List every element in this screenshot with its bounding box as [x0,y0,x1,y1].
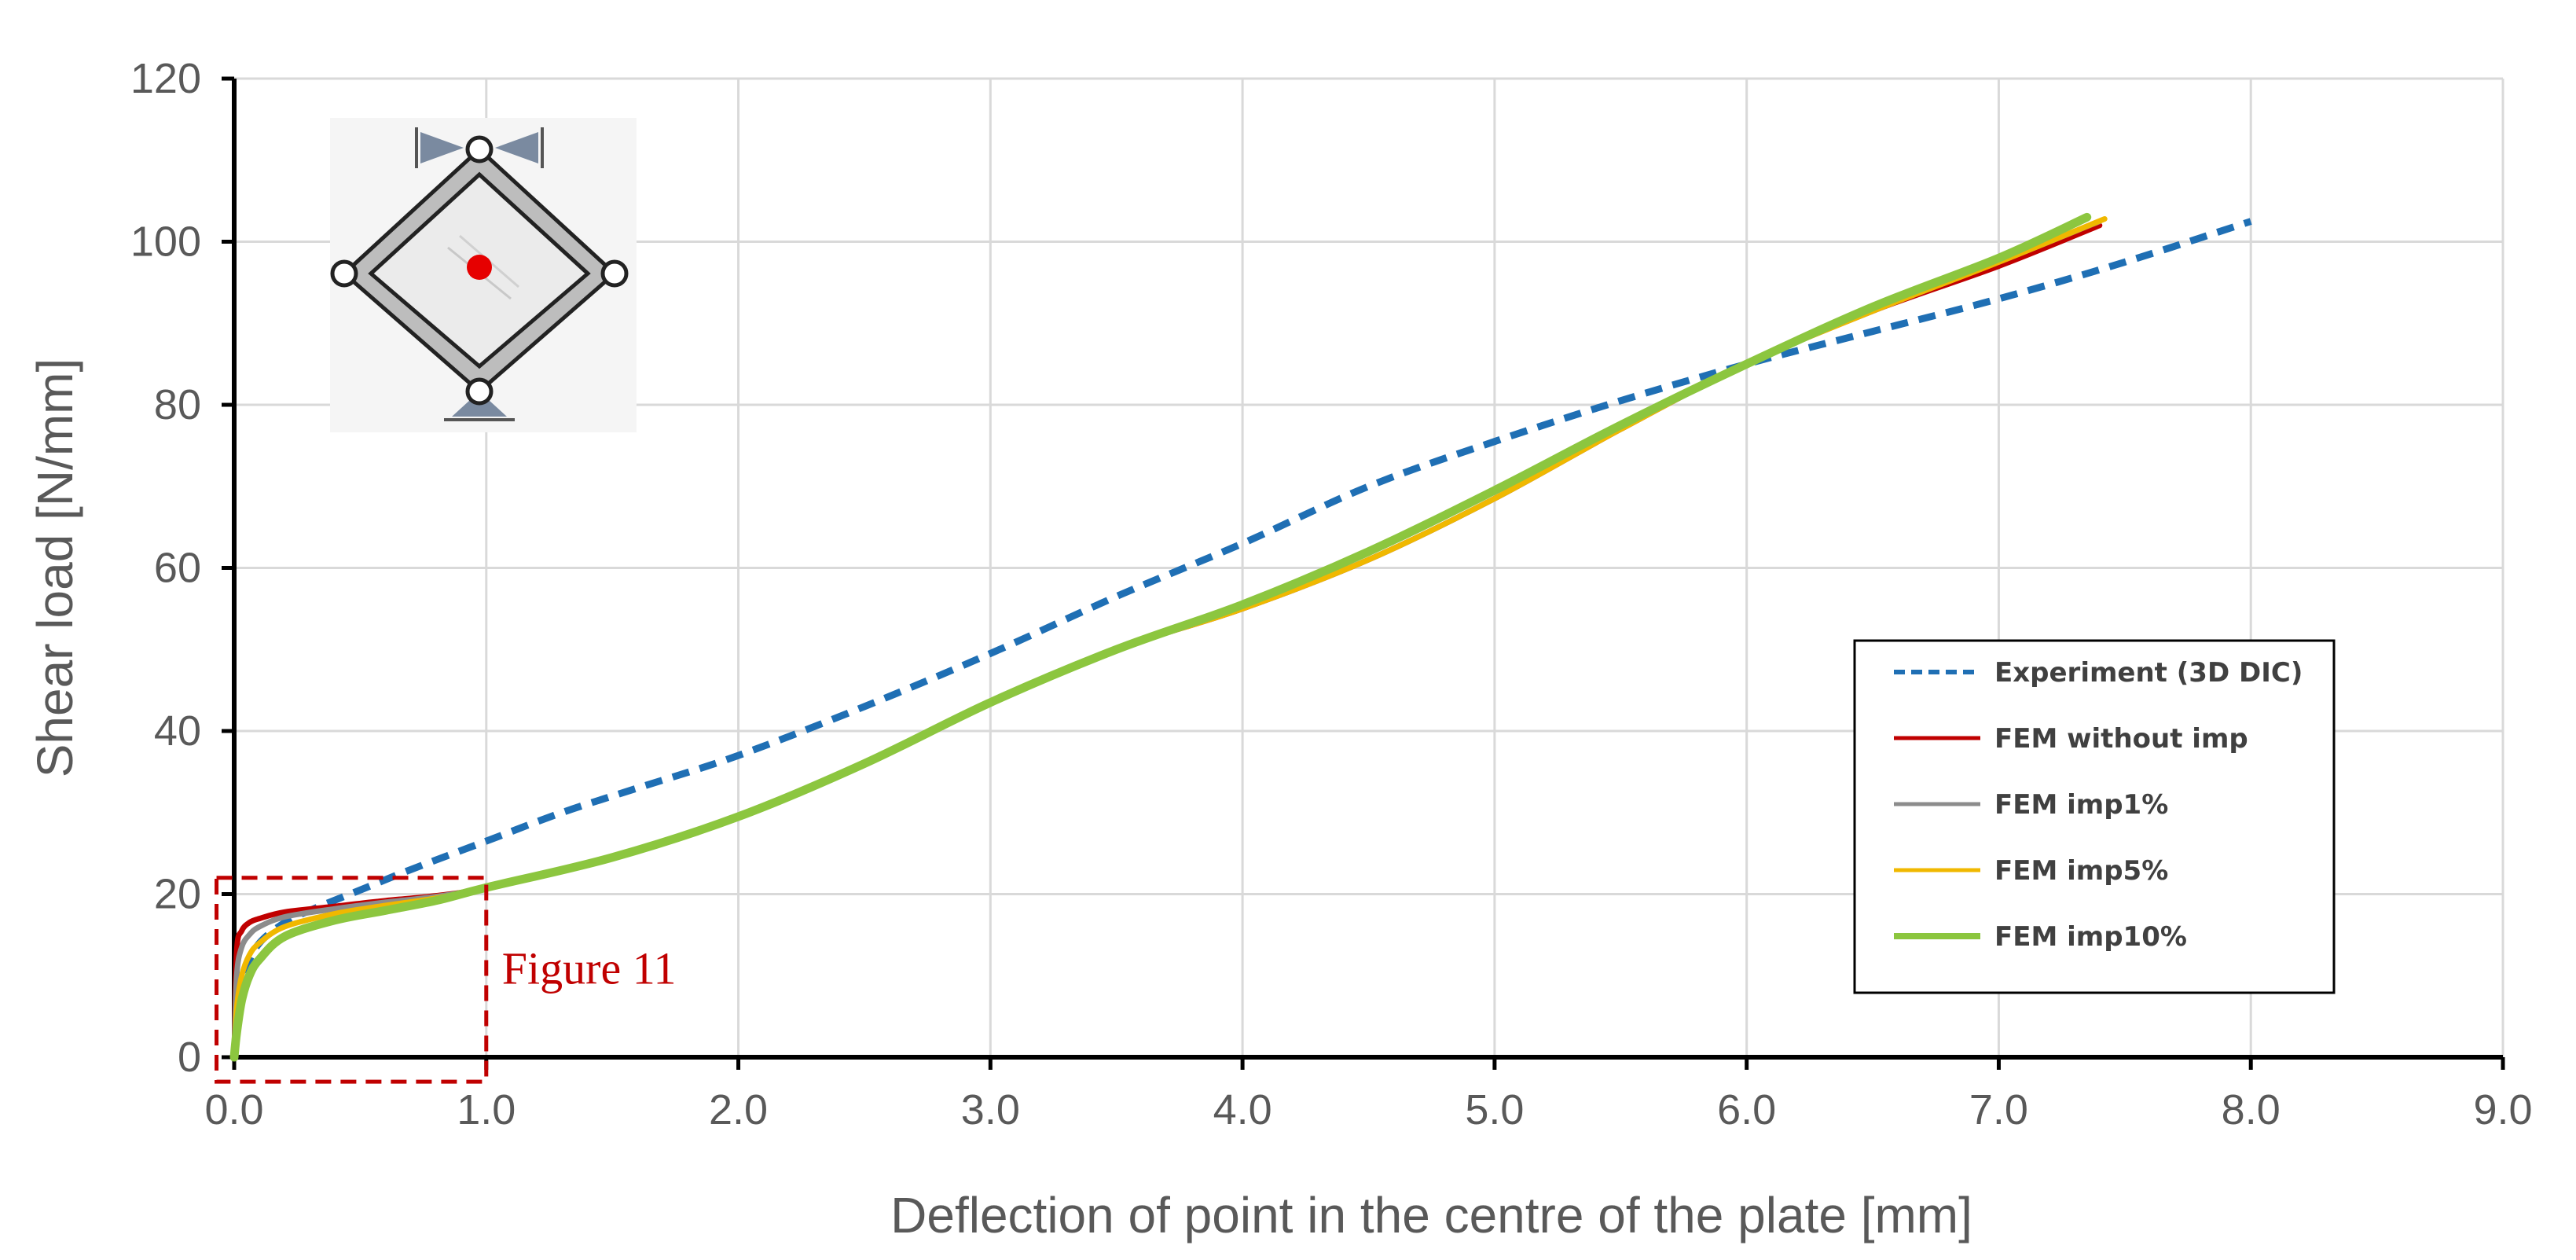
legend: Experiment (3D DIC) FEM without imp FEM im… [1853,639,2336,994]
top-support [420,132,464,163]
x-tick-label: 7.0 [1969,1086,2028,1133]
x-tick-label: 8.0 [2222,1086,2281,1133]
y-axis-title: Shear load [N/mm] [27,358,83,778]
x-tick-label: 9.0 [2473,1086,2532,1133]
tick-labels: 0 20 40 60 80 100 120 0.0 1.0 2.0 3.0 4.0 5.0 6.0 7.0 8… [130,55,2533,1133]
hinge-pin [465,135,494,163]
measurement-point [467,255,492,280]
x-tick-label: 3.0 [961,1086,1020,1133]
axes [222,76,2505,1070]
x-axis-title: Deflection of point in the centre of the… [890,1187,1972,1243]
y-tick-label: 100 [130,219,201,266]
figure-11-label: Figure 11 [502,943,677,994]
y-tick-label: 20 [154,871,201,918]
legend-label: Experiment (3D DIC) [1994,657,2303,689]
series-lines [229,212,2252,1062]
hinge-pin [465,377,494,406]
setup-inset [330,118,637,432]
figure-11-box [215,876,489,1084]
annotation-box: Figure 11 [215,876,677,1084]
y-tick-label: 120 [130,55,201,102]
top-support [495,132,538,163]
x-tick-label: 0.0 [204,1086,263,1133]
legend-label: FEM without imp [1994,723,2248,755]
x-tick-label: 4.0 [1213,1086,1272,1133]
legend-label: FEM imp10% [1994,921,2187,953]
x-tick-label: 2.0 [709,1086,768,1133]
x-tick-label: 6.0 [1717,1086,1776,1133]
y-tick-label: 0 [178,1034,201,1081]
hinge-pin [600,259,629,288]
y-tick-label: 40 [154,707,201,755]
y-tick-label: 60 [154,545,201,592]
legend-label: FEM imp1% [1994,789,2168,821]
y-tick-label: 80 [154,381,201,428]
hinge-pin [330,259,358,288]
legend-label: FEM imp5% [1994,855,2168,887]
series-line-fem-imp10 [229,212,2092,1062]
x-tick-label: 5.0 [1465,1086,1524,1133]
x-tick-label: 1.0 [457,1086,516,1133]
